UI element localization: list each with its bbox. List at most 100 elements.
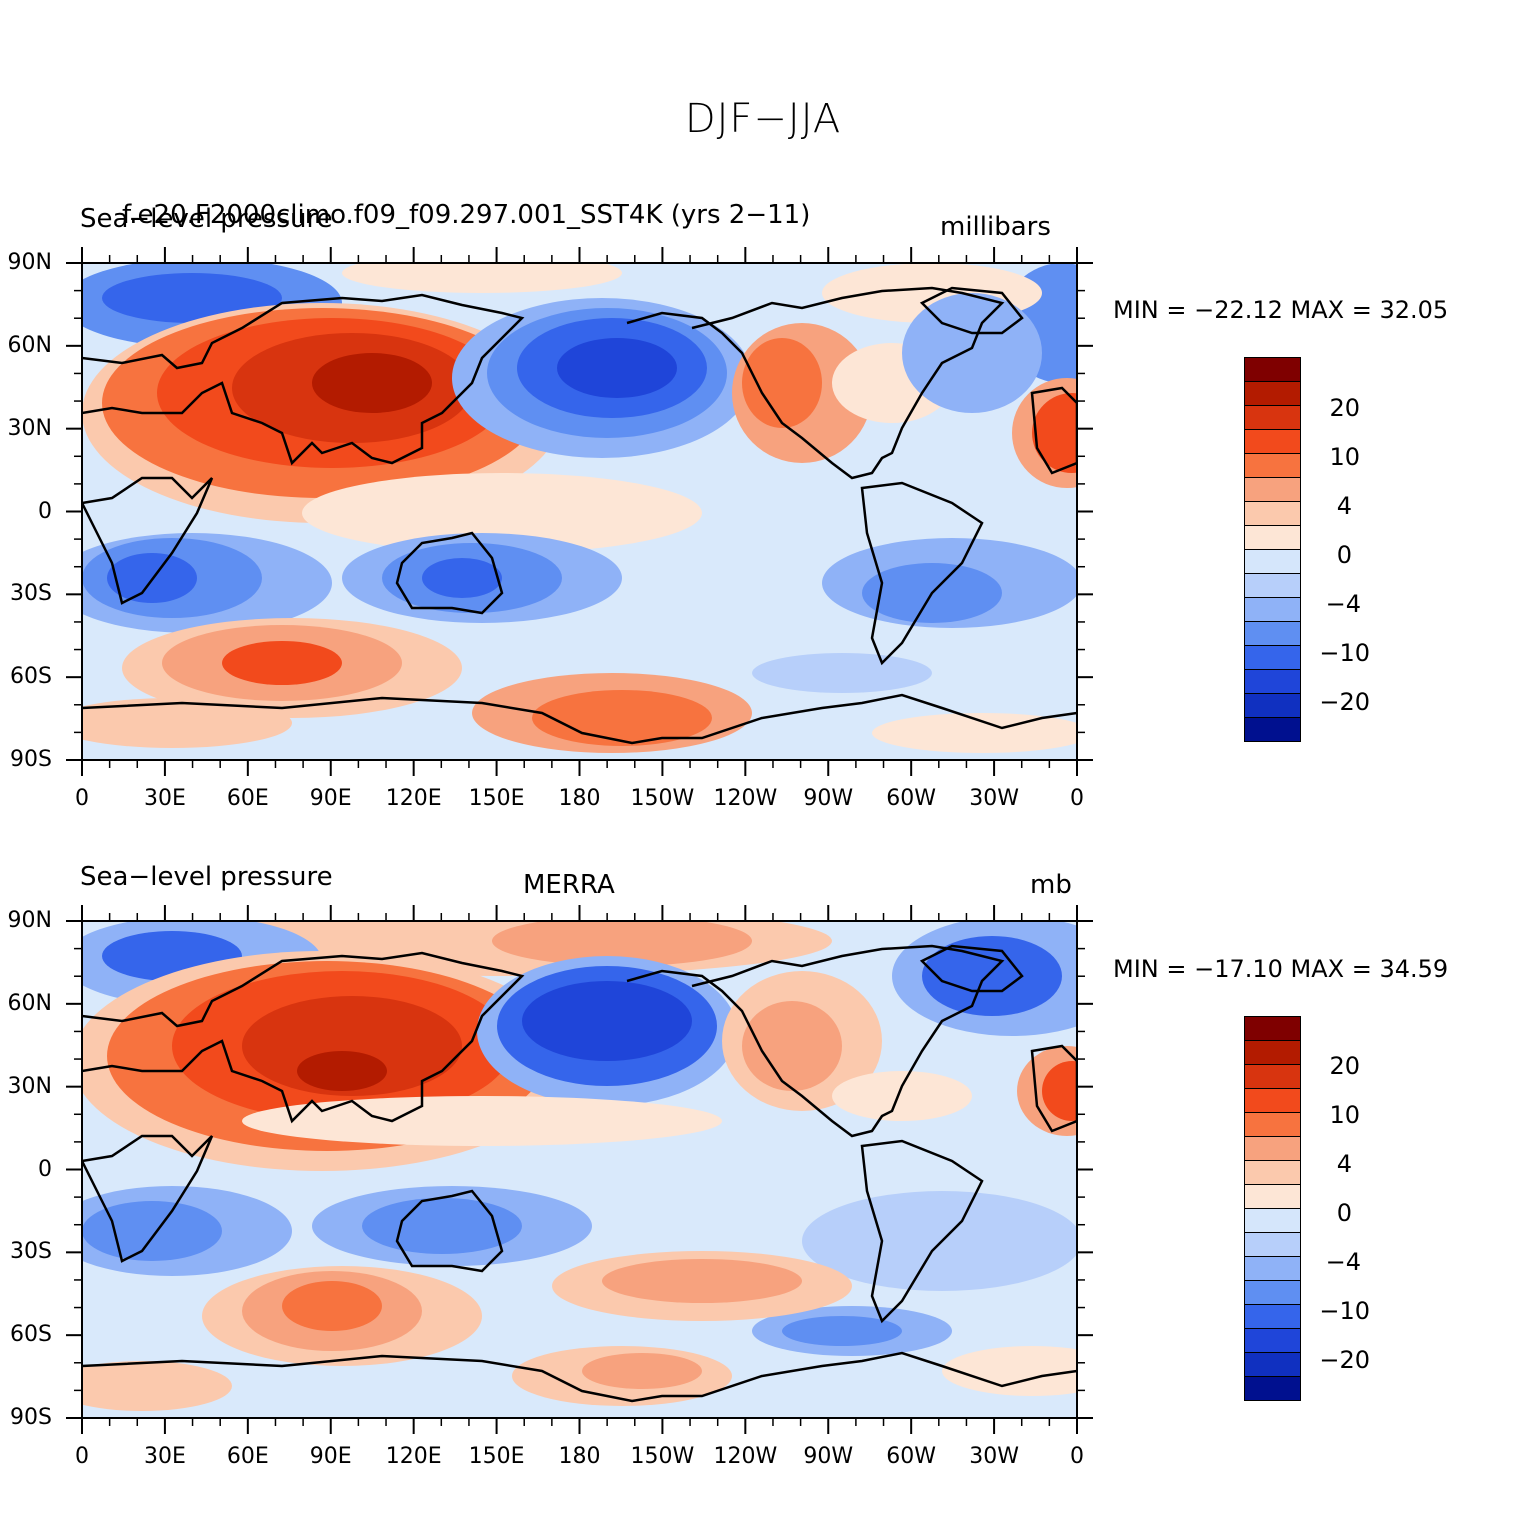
panel2-lat-label: 90N: [7, 908, 52, 933]
panel2-map: [82, 921, 1077, 1418]
panel1-cbar-box: [1244, 718, 1301, 742]
panel1-cbar-box: [1244, 526, 1301, 550]
panel2-cbar-box: [1244, 1377, 1301, 1401]
panel1-center-title: f.e20.F2000climo.f09_f09.297.001_SST4K (…: [122, 200, 811, 230]
panel2-lat-label: 30S: [10, 1239, 52, 1265]
panel2-cbar-box: [1244, 1161, 1301, 1185]
panel2-lon-label: 120W: [713, 1444, 778, 1469]
panel2-cbar-box: [1244, 1305, 1301, 1329]
panel1-cbar-tick: −10: [1319, 639, 1370, 667]
panel1-cbar-box: [1244, 670, 1301, 694]
panel1-cbar-box: [1244, 646, 1301, 670]
panel2-center-title: MERRA: [523, 870, 615, 900]
panel2-lon-label: 180: [558, 1444, 601, 1469]
panel1-cbar-box: [1244, 694, 1301, 718]
panel1-lat-label: 30S: [10, 581, 52, 607]
panel1-lat-label: 90S: [10, 747, 52, 772]
panel1-lon-label: 180: [558, 786, 601, 811]
panel1-cbar-box: [1244, 478, 1301, 502]
panel2-cbar-box: [1244, 1185, 1301, 1209]
panel1-cbar-box: [1244, 454, 1301, 478]
panel1-lon-label: 60W: [886, 786, 937, 811]
panel2-cbar-tick: 0: [1336, 1199, 1352, 1227]
panel1-lon-label: 90E: [309, 786, 352, 811]
panel2-cbar-box: [1244, 1041, 1301, 1065]
panel2-cbar-box: [1244, 1353, 1301, 1377]
panel1-lon-label: 150W: [630, 786, 695, 811]
panel2-colorbar: [1244, 1016, 1301, 1401]
panel1-lat-label: 30N: [7, 415, 52, 441]
panel1-lon-label: 90W: [803, 786, 854, 811]
panel2-left-title: Sea−level pressure: [80, 862, 333, 892]
panel1-cbar-box: [1244, 502, 1301, 526]
panel2-cbar-box: [1244, 1016, 1301, 1041]
panel1-lon-label: 30W: [969, 786, 1019, 811]
panel2-lon-label: 90W: [803, 1444, 854, 1469]
panel2-lon-label: 30W: [969, 1444, 1019, 1469]
panel2-cbar-box: [1244, 1233, 1301, 1257]
panel2-cbar-box: [1244, 1281, 1301, 1305]
panel2-cbar-box: [1244, 1113, 1301, 1137]
panel1-cbar-tick: 4: [1336, 492, 1352, 520]
panel2-lon-label: 0: [75, 1444, 89, 1469]
panel2-lat-label: 60N: [7, 990, 52, 1016]
panel1-lat-label: 60S: [10, 664, 52, 690]
panel2-lon-label: 120E: [385, 1444, 442, 1469]
panel2-lat-label: 30N: [7, 1073, 52, 1099]
panel1-cbar-tick: −4: [1325, 590, 1361, 618]
panel1-units: millibars: [940, 212, 1051, 242]
panel1-cbar-tick: 20: [1329, 394, 1360, 422]
panel2-min-max: MIN = −17.10 MAX = 34.59: [1113, 955, 1449, 983]
panel2-map-frame: [81, 920, 1078, 1419]
panel2-lon-label: 60E: [226, 1444, 269, 1469]
panel1-colorbar: [1244, 357, 1301, 742]
panel2-cbar-box: [1244, 1065, 1301, 1089]
panel2-lat-label: 0: [38, 1156, 52, 1182]
panel2-cbar-box: [1244, 1209, 1301, 1233]
panel1-lon-label: 150E: [468, 786, 525, 811]
panel2-units: mb: [1030, 870, 1072, 900]
panel1-lon-label: 60E: [226, 786, 269, 811]
panel1-cbar-box: [1244, 406, 1301, 430]
panel1-lon-label: 0: [75, 786, 89, 811]
panel1-map: [82, 263, 1077, 760]
panel2-cbar-tick: −10: [1319, 1297, 1370, 1325]
panel1-cbar-box: [1244, 382, 1301, 406]
panel1-cbar-tick: −20: [1319, 688, 1370, 716]
panel2-lon-label: 30E: [143, 1444, 186, 1469]
panel2-cbar-tick: 20: [1329, 1052, 1360, 1080]
panel1-cbar-box: [1244, 357, 1301, 382]
panel2-lat-label: 90S: [10, 1405, 52, 1430]
panel2-cbar-box: [1244, 1089, 1301, 1113]
panel1-cbar-box: [1244, 598, 1301, 622]
panel2-cbar-tick: 4: [1336, 1150, 1352, 1178]
panel1-lat-label: 0: [38, 498, 52, 524]
panel2-lon-label: 150E: [468, 1444, 525, 1469]
panel2-lon-label: 150W: [630, 1444, 695, 1469]
panel1-lat-label: 60N: [7, 332, 52, 358]
panel2-lon-label: 60W: [886, 1444, 937, 1469]
panel1-cbar-box: [1244, 622, 1301, 646]
panel1-lat-label: 90N: [7, 250, 52, 275]
panel2-contour-field: [82, 921, 1077, 1418]
panel2-cbar-box: [1244, 1137, 1301, 1161]
panel2-lat-label: 60S: [10, 1322, 52, 1348]
panel1-cbar-box: [1244, 574, 1301, 598]
panel1-cbar-tick: 0: [1336, 541, 1352, 569]
panel1-cbar-tick: 10: [1329, 443, 1360, 471]
panel1-lon-label: 30E: [143, 786, 186, 811]
main-title: DJF−JJA: [684, 96, 842, 142]
panel2-cbar-tick: 10: [1329, 1101, 1360, 1129]
panel1-cbar-box: [1244, 430, 1301, 454]
panel2-cbar-box: [1244, 1329, 1301, 1353]
panel1-cbar-box: [1244, 550, 1301, 574]
panel1-lon-label: 120E: [385, 786, 442, 811]
panel2-lon-label: 0: [1070, 1444, 1084, 1469]
panel2-cbar-tick: −20: [1319, 1346, 1370, 1374]
panel1-contour-field: [82, 263, 1077, 760]
panel2-cbar-tick: −4: [1325, 1248, 1361, 1276]
panel2-cbar-box: [1244, 1257, 1301, 1281]
panel1-left-title: Sea−level pressure: [80, 204, 333, 234]
panel1-min-max: MIN = −22.12 MAX = 32.05: [1113, 296, 1449, 324]
